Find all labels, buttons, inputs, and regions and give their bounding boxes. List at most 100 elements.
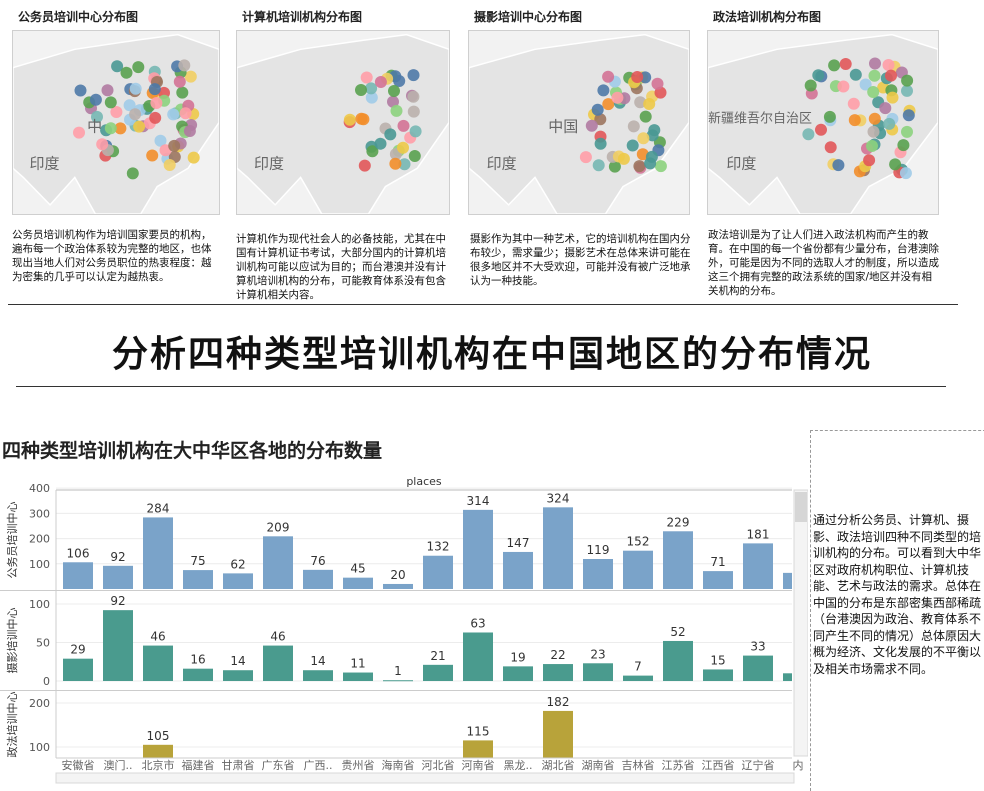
bar [423,664,453,681]
map-label: 新疆维吾尔自治区 [708,111,812,127]
map-point [179,107,192,120]
map-point [867,86,880,98]
map-point [849,68,862,81]
x-tick-label: 安徽省 [62,758,95,772]
bar [223,670,253,681]
map-description-2: 计算机作为现代社会人的必备技能，尤其在中国有计算机证书考试，大部分国内的计算机培… [236,233,446,301]
x-tick-label: 甘肃省 [222,759,255,772]
data-label: 314 [467,494,490,508]
bar [663,640,693,681]
bar [543,664,573,681]
x-tick-label: 吉林省 [622,758,655,772]
map-point [114,122,127,135]
data-label: 119 [587,543,610,557]
bar [183,570,213,589]
vertical-scrollbar-thumb [795,492,807,522]
bar [463,740,493,758]
x-tick-label: 海南省 [382,758,415,772]
x-tick-label: 湖南省 [582,759,615,772]
map-point [407,90,420,103]
map-2[interactable]: 印度 [236,30,450,215]
summary-panel [810,430,984,791]
map-point [408,150,421,162]
data-label: 22 [550,648,565,662]
map-point [608,160,621,173]
map-land [237,33,449,214]
map-point [602,98,615,111]
map-point [91,110,103,123]
x-tick-label: 广东省 [262,759,295,772]
divider-top [8,304,958,305]
map-point [889,158,902,171]
map-point [611,91,624,104]
map-point [879,102,892,115]
data-label: 46 [270,630,285,644]
map-point [96,138,109,151]
map-point [627,120,640,133]
bar [663,531,693,589]
map-point [149,111,162,124]
bar [303,569,333,589]
map-point [148,83,161,96]
data-label: 19 [510,650,525,664]
bar [183,668,213,681]
data-label: 147 [507,536,530,550]
map-point [409,125,422,138]
map-point [859,78,872,91]
bar [583,663,613,681]
map-point [365,91,378,104]
map-point [183,125,196,137]
map-point [129,108,142,121]
data-label: 115 [467,724,490,738]
data-label: 15 [710,653,725,667]
bar [63,658,93,681]
map-point [885,69,897,82]
data-label: 52 [670,625,685,639]
data-label: 63 [470,616,485,630]
map-point [815,123,827,136]
map-point [866,140,878,152]
map-point [602,70,615,83]
bar [263,536,293,589]
map-point [637,132,650,145]
map-point [643,98,656,110]
map-point [591,103,604,116]
horizontal-scrollbar [55,772,795,784]
map-point [187,151,200,164]
map-point [847,97,860,110]
bar [143,517,173,589]
data-label: 152 [627,535,650,549]
map-4[interactable]: 印度 新疆维吾尔自治区 [707,30,939,215]
bar [623,550,653,589]
map-point [802,128,815,141]
bar [303,670,333,681]
map-point [126,167,139,180]
map-point [163,159,176,171]
y-tick-label: 100 [29,558,50,571]
map-3[interactable]: 印度 中国 [468,30,690,215]
data-label: 324 [547,491,570,505]
y-tick-label: 50 [36,637,50,650]
map-1[interactable]: 印度 中 [12,30,220,215]
map-label: 印度 [726,154,756,172]
bar [343,672,373,681]
row-label-3: 政法培训中心 [5,692,19,758]
x-tick-label: 河北省 [422,759,455,772]
map-point [74,84,87,97]
data-label: 46 [150,630,165,644]
map-point [101,84,114,97]
map-point [867,125,880,138]
header-label: places [406,475,442,488]
data-label: 182 [547,695,570,709]
map-point [355,112,368,125]
data-label: 16 [190,653,205,667]
map-title-4: 政法培训机构分布图 [713,10,822,24]
bar [783,572,792,589]
map-point [407,105,420,118]
map-point [639,110,652,123]
map-point [868,112,881,125]
map-point [366,145,379,158]
bar [423,555,453,589]
map-point [360,71,373,84]
map-point [407,69,420,82]
